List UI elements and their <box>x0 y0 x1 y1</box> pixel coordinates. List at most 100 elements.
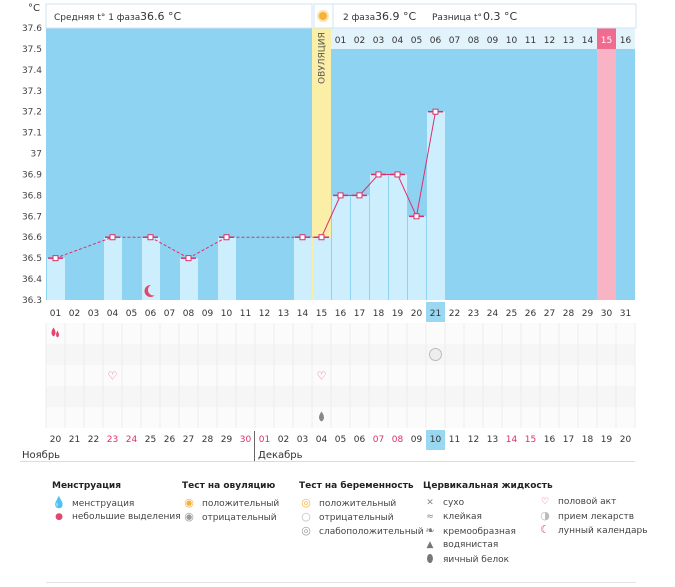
date-label: 24 <box>126 435 138 445</box>
legend-item-label: отрицательный <box>319 513 394 523</box>
legend-item-label: слабоположительный <box>319 527 424 537</box>
month-label: Ноябрь <box>22 450 60 461</box>
y-tick-label: 36.9 <box>22 170 42 180</box>
footer-divider <box>46 582 636 583</box>
x-day-label: 26 <box>525 309 537 319</box>
x-day-label: 31 <box>620 309 631 319</box>
legend-item: ◉ положительный <box>182 496 279 510</box>
phase2-day-label: 06 <box>430 36 442 46</box>
phase2-day-label: 14 <box>582 36 594 46</box>
x-day-label: 23 <box>468 309 479 319</box>
x-day-label: 08 <box>183 309 195 319</box>
x-day-label: 18 <box>373 309 385 319</box>
legend-item-label: яичный белок <box>443 555 510 565</box>
marker-row <box>46 344 635 365</box>
phase2-day-label: 10 <box>506 36 518 46</box>
x-day-label: 03 <box>88 309 99 319</box>
temperature-point <box>52 255 59 262</box>
date-label: 28 <box>202 435 214 445</box>
pregnancy-positive-icon: ◎ <box>301 496 311 509</box>
phase2-day-label: 05 <box>411 36 422 46</box>
phase2-day-label: 13 <box>563 36 574 46</box>
legend-ovulation-test: Тест на овуляцию ◉ положительный ◉ отрицат… <box>182 481 279 524</box>
x-day-label: 11 <box>240 309 251 319</box>
legend-item: ⬮ яичный белок <box>423 552 553 566</box>
highlight-date-cell <box>426 430 445 450</box>
legend-item-label: прием лекарств <box>558 512 635 522</box>
temperature-bar <box>294 237 312 300</box>
temperature-line-segment <box>397 174 417 217</box>
date-label: 16 <box>544 435 556 445</box>
legend-item: ◎ положительный <box>299 496 424 510</box>
temperature-point <box>318 234 325 241</box>
date-label: 26 <box>164 435 176 445</box>
phase2-day-label: 16 <box>620 36 632 46</box>
watery-icon: ▲ <box>426 540 434 550</box>
marker-row <box>46 386 635 407</box>
temperature-point <box>394 171 401 178</box>
date-label: 22 <box>88 435 99 445</box>
egg-white-icon: ⬮ <box>426 552 434 565</box>
temperature-bar <box>370 174 388 300</box>
x-day-label: 20 <box>411 309 423 319</box>
y-tick-label: 37.2 <box>22 108 42 118</box>
ovulation-positive-icon: ◉ <box>184 496 194 509</box>
temperature-line-segment <box>188 236 227 259</box>
legend-item: ● небольшие выделения <box>52 510 181 524</box>
legend-other: ♡ половой акт ◑ прием лекарств ☾ лунный кал… <box>538 495 647 537</box>
x-day-label: 17 <box>354 309 365 319</box>
x-day-label: 15 <box>316 309 327 319</box>
x-day-label: 30 <box>601 309 613 319</box>
y-tick-label: 37.5 <box>22 45 42 55</box>
phase2-day-label: 04 <box>392 36 404 46</box>
legend-item: ○ отрицательный <box>299 510 424 524</box>
temperature-line-segment <box>55 236 113 259</box>
date-label: 13 <box>487 435 498 445</box>
date-label: 03 <box>297 435 308 445</box>
moon-icon-cutout <box>148 284 159 296</box>
temperature-point <box>185 255 192 262</box>
temperature-point <box>109 234 116 241</box>
date-label: 14 <box>506 435 518 445</box>
temperature-point <box>432 108 439 115</box>
x-day-label: 25 <box>506 309 517 319</box>
legend-item-label: сухо <box>443 498 465 508</box>
dry-icon: ✕ <box>426 498 434 508</box>
phase2-day-label: 01 <box>335 36 346 46</box>
y-tick-label: 36.4 <box>22 275 42 285</box>
date-label: 27 <box>183 435 194 445</box>
date-label: 11 <box>449 435 460 445</box>
temperature-line-segment <box>359 174 379 196</box>
x-day-label: 13 <box>278 309 289 319</box>
legend-pregnancy-test: Тест на беременность ◎ положительный ○ отр… <box>299 481 424 538</box>
x-day-label: 24 <box>487 309 499 319</box>
date-label: 06 <box>354 435 366 445</box>
month-label: Декабрь <box>258 450 303 461</box>
x-day-label: 16 <box>335 309 347 319</box>
temperature-bar <box>389 174 407 300</box>
x-day-label: 28 <box>563 309 575 319</box>
legend-item-label: положительный <box>319 499 397 509</box>
date-label: 09 <box>411 435 423 445</box>
y-tick-label: 36.7 <box>22 212 42 222</box>
legend-item-label: водянистая <box>443 540 499 550</box>
x-day-label: 19 <box>392 309 404 319</box>
x-day-label: 27 <box>544 309 555 319</box>
date-label: 15 <box>525 435 536 445</box>
y-tick-label: 37.1 <box>22 129 42 139</box>
phase2-day-label: 11 <box>525 36 536 46</box>
moon-icon: ☾ <box>540 523 550 536</box>
phase1-value: 36.6 °C <box>140 10 181 23</box>
phase2-day-label: 07 <box>449 36 460 46</box>
legend-item-label: отрицательный <box>202 513 277 523</box>
legend-title: Тест на овуляцию <box>182 481 276 491</box>
legend-title: Тест на беременность <box>299 481 414 491</box>
legend-item: ▲ водянистая <box>423 538 553 552</box>
temperature-line-segment <box>321 195 341 238</box>
ovulation-sun-icon <box>317 10 329 22</box>
temperature-bar <box>180 258 198 300</box>
temperature-point <box>337 192 344 199</box>
temperature-line-segment <box>150 236 189 259</box>
phase2-day-marker <box>597 28 616 49</box>
legend-item-label: небольшие выделения <box>72 512 181 522</box>
